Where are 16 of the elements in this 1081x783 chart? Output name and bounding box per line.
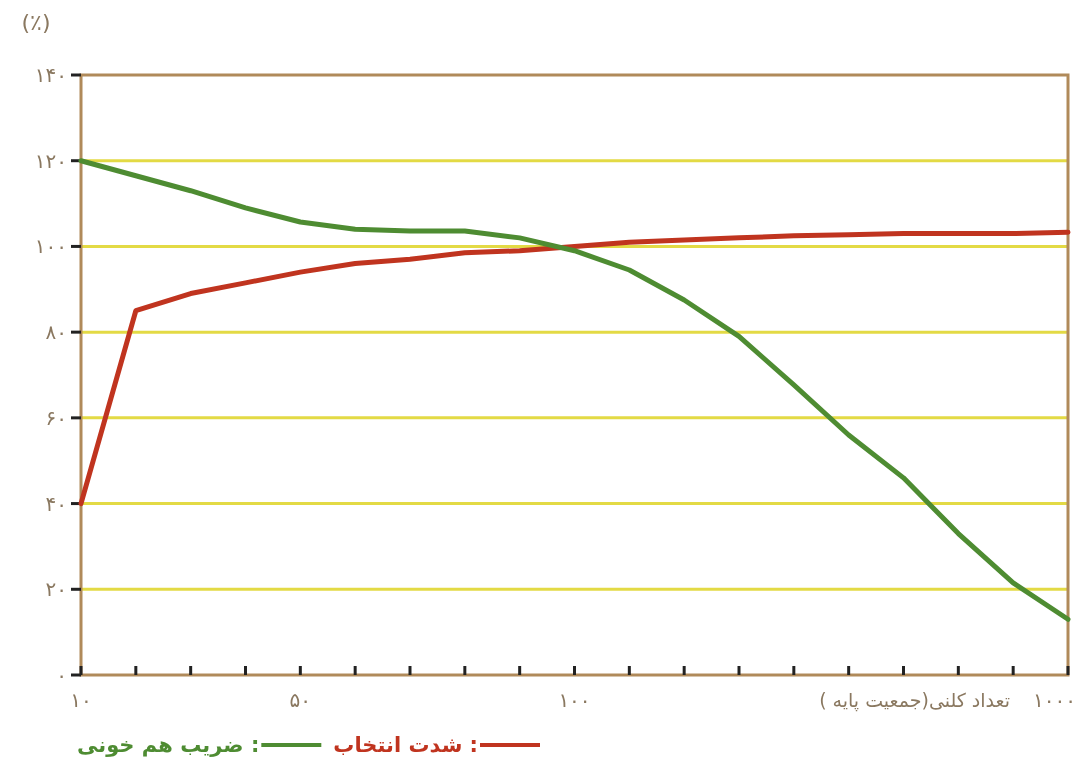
legend-label: : ضریب هم خونی (77, 733, 260, 757)
y-tick-label: ۴۰ (45, 491, 67, 516)
y-tick-label: ۱۴۰ (34, 63, 67, 87)
x-tick-label: ۱۰ (70, 688, 92, 712)
legend-label: : شدت انتخاب (333, 733, 478, 757)
y-axis-title: (٪) (21, 10, 51, 35)
y-tick-label: ۰ (56, 663, 67, 687)
x-tick-label: ۱۰۰۰ (1033, 688, 1076, 712)
x-axis-title: تعداد کلنی(جمعیت پایه ) (819, 689, 1010, 712)
x-tick-label: ۱۰۰ (558, 688, 591, 712)
y-tick-label: ۸۰ (45, 320, 67, 345)
y-tick-label: ۲۰ (45, 577, 67, 602)
y-tick-label: ۱۰۰ (34, 234, 67, 259)
y-tick-label: ۶۰ (45, 405, 67, 430)
x-tick-label: ۵۰ (289, 688, 312, 712)
y-tick-label: ۱۲۰ (34, 148, 67, 173)
